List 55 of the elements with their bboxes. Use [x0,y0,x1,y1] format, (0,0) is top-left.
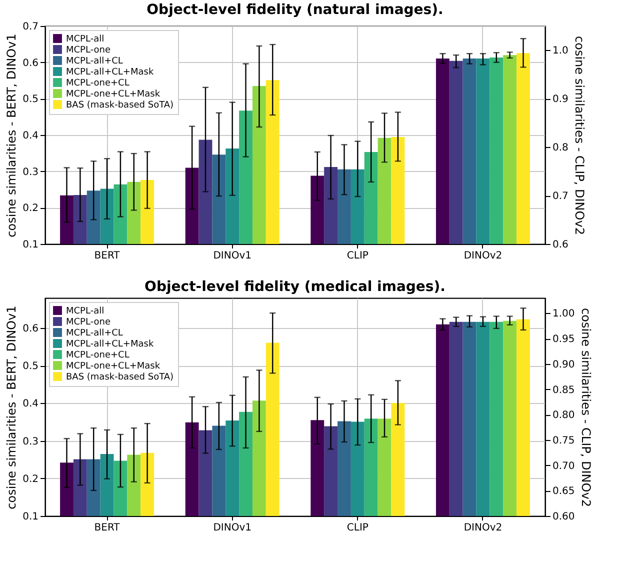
y2-axis-title: cosine similarities - CLIP, DINOv2 [572,36,586,235]
y2-tick-label: 0.90 [552,359,575,370]
x-tick-label: DINOv2 [464,250,502,262]
y2-tick-label: 0.9 [552,94,568,106]
y-tick-label: 0.1 [22,512,38,522]
legend-label: BAS (mask-based SoTA) [66,372,174,382]
y-tick-label: 0.3 [22,436,38,448]
x-tick-label: CLIP [346,250,368,262]
legend-label: MCPL-all+CL+Mask [66,340,154,350]
y-axis-title: cosine similarities - BERT, DINOv1 [4,306,19,510]
y-tick-label: 0.4 [22,130,38,142]
y2-tick-label: 0.65 [552,486,575,498]
legend-label: MCPL-one [66,318,111,328]
legend-label: MCPL-all+CL [66,328,123,338]
y-tick-label: 0.7 [22,22,38,32]
y2-tick-label: 0.95 [552,334,575,346]
y-axis-title: cosine similarities - BERT, DINOv1 [4,34,19,238]
x-tick-label: BERT [94,522,121,534]
y2-tick-label: 1.0 [552,46,568,57]
legend-label: MCPL-all [66,306,104,316]
y2-axis-title: cosine similarities - CLIP, DINOv2 [578,308,593,507]
legend-label: MCPL-all+CL+Mask [66,68,154,78]
y-tick-label: 0.6 [22,324,38,335]
x-tick-label: BERT [94,250,121,262]
y2-tick-label: 0.80 [552,410,575,422]
y-tick-label: 0.5 [22,94,38,106]
y-tick-label: 0.6 [22,58,38,69]
x-tick-label: CLIP [346,522,368,534]
legend-label: MCPL-one+CL+Mask [66,90,161,100]
y-tick-label: 0.5 [22,361,38,372]
y-tick-label: 0.3 [22,166,38,178]
legend-label: MCPL-one+CL+Mask [66,362,161,372]
legend-label: MCPL-all [66,34,104,44]
legend-label: MCPL-one+CL [66,350,130,360]
y2-tick-label: 0.70 [552,460,575,472]
y2-tick-label: 0.75 [552,435,575,446]
y2-tick-label: 0.60 [552,512,575,522]
x-tick-label: DINOv2 [464,522,502,534]
y-tick-label: 0.1 [22,240,38,250]
y2-tick-label: 0.6 [552,240,568,250]
y-tick-label: 0.2 [22,203,38,214]
legend-label: MCPL-one+CL [66,78,130,88]
x-tick-label: DINOv1 [213,522,252,534]
legend-label: MCPL-all+CL [66,56,123,66]
legend-label: MCPL-one [66,46,111,56]
y2-tick-label: 0.7 [552,191,568,202]
chart-title: Object-level fidelity (medical images). [144,279,446,295]
y2-tick-label: 0.8 [552,142,568,154]
legend-label: BAS (mask-based SoTA) [66,100,174,110]
y2-tick-label: 1.00 [552,308,575,320]
chart-title: Object-level fidelity (natural images). [146,2,444,18]
x-tick-label: DINOv1 [213,250,252,262]
y2-tick-label: 0.85 [552,384,575,396]
y-tick-label: 0.2 [22,474,38,485]
y-tick-label: 0.4 [22,398,38,410]
